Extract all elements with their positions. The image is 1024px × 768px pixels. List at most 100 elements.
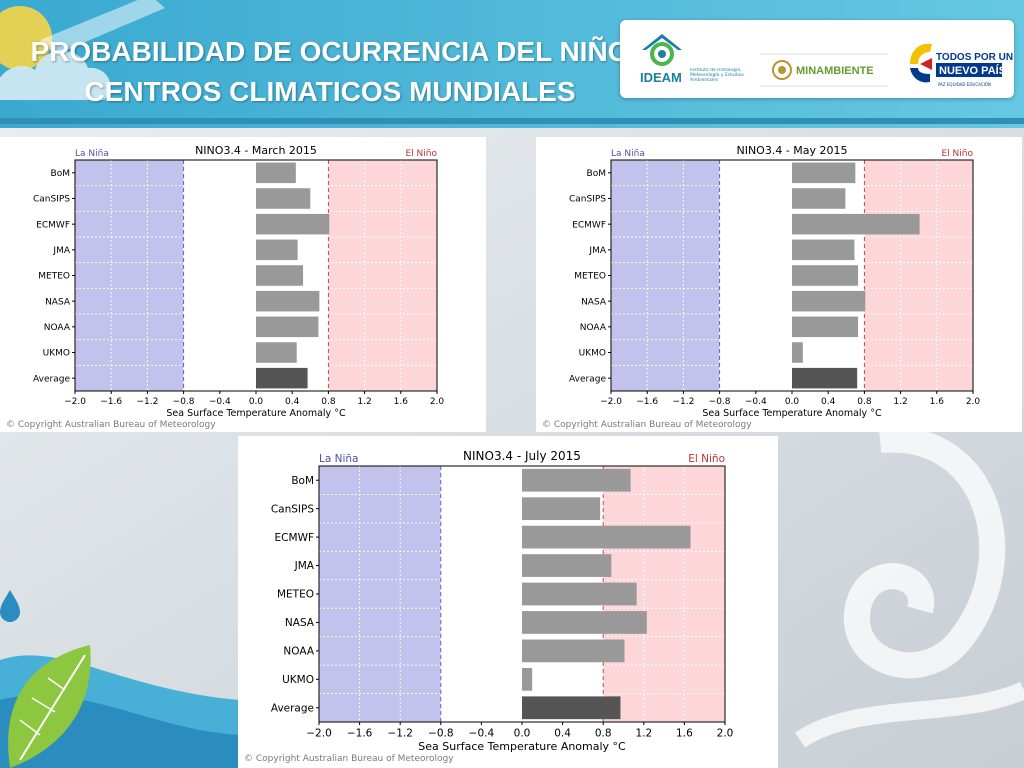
logos-bar: IDEAM Instituto de Hidrología, Meteorolo… <box>620 20 1014 98</box>
water-drop-icon <box>0 590 20 622</box>
model-bar <box>256 265 304 286</box>
x-tick-label: 0.8 <box>857 397 872 407</box>
model-bar <box>522 667 533 691</box>
model-bar <box>256 290 320 312</box>
category-label: Average <box>33 374 70 384</box>
x-tick-label: 1.6 <box>394 397 409 407</box>
chart-title: NINO3.4 - March 2015 <box>195 144 317 157</box>
category-label: METEO <box>277 589 314 601</box>
la-nina-region <box>319 466 441 722</box>
x-tick-label: −1.6 <box>100 397 122 407</box>
x-tick-label: 1.2 <box>635 728 652 740</box>
x-tick-label: 1.2 <box>357 397 371 407</box>
category-label: NOAA <box>283 646 314 658</box>
x-tick-label: −2.0 <box>306 728 332 740</box>
chart-march-2015: BoM CanSIPS ECMWF JMA METEO NASA NOAA UKMO Avera… <box>33 144 445 419</box>
x-tick-label: 2.0 <box>966 397 981 407</box>
chart-title: NINO3.4 - July 2015 <box>463 449 581 463</box>
category-label: JMA <box>52 246 70 256</box>
x-tick-label: 0.8 <box>321 397 336 407</box>
slide-title: PROBABILIDAD DE OCURRENCIA DEL NIÑO CENT… <box>20 32 640 112</box>
x-tick-label: −2.0 <box>64 397 86 407</box>
x-tick-label: −2.0 <box>600 397 622 407</box>
x-tick-label: 0.0 <box>785 397 800 407</box>
ideam-logo: IDEAM Instituto de Hidrología, Meteorolo… <box>640 34 744 85</box>
x-tick-label: 1.6 <box>930 397 945 407</box>
model-bar <box>792 342 803 363</box>
el-nino-region <box>328 160 437 391</box>
slide-title-line2: CENTROS CLIMATICOS MUNDIALES <box>84 76 576 107</box>
chart-panel-march: BoM CanSIPS ECMWF JMA METEO NASA NOAA UKMO Avera… <box>0 137 486 432</box>
x-tick-label: −0.4 <box>209 397 231 407</box>
model-bar <box>522 525 691 549</box>
model-bar <box>522 468 631 492</box>
x-tick-label: −1.2 <box>136 397 158 407</box>
el-nino-label: El Niño <box>688 453 725 465</box>
model-bar <box>256 188 311 209</box>
x-axis-label: Sea Surface Temperature Anomaly °C <box>702 408 882 419</box>
category-label: NOAA <box>44 323 71 333</box>
x-axis-label: Sea Surface Temperature Anomaly °C <box>166 408 346 419</box>
category-label: JMA <box>588 246 606 256</box>
x-tick-label: 0.4 <box>285 397 300 407</box>
chart-title: NINO3.4 - May 2015 <box>736 144 847 157</box>
leaf-decoration <box>0 645 240 768</box>
model-bar <box>522 639 625 663</box>
model-bar <box>256 342 297 363</box>
x-tick-label: −1.6 <box>347 728 373 740</box>
el-nino-region <box>864 160 973 391</box>
x-tick-label: −0.8 <box>173 397 195 407</box>
x-axis-label: Sea Surface Temperature Anomaly °C <box>418 740 626 753</box>
x-tick-label: 2.0 <box>430 397 445 407</box>
category-label: ECMWF <box>572 220 606 230</box>
category-label: Average <box>271 702 314 714</box>
weather-cloud-icon <box>0 0 165 100</box>
average-bar <box>522 696 621 720</box>
model-bar <box>792 316 859 338</box>
x-tick-label: −1.6 <box>636 397 658 407</box>
x-tick-label: 0.0 <box>514 728 531 740</box>
model-bar <box>522 611 647 634</box>
category-label: UKMO <box>579 349 606 359</box>
x-tick-label: −0.4 <box>469 728 495 740</box>
x-tick-label: −1.2 <box>387 728 413 740</box>
category-label: JMA <box>294 560 315 572</box>
la-nina-label: La Niña <box>319 453 358 465</box>
ideam-subtitle: Instituto de Hidrología, Meteorología y … <box>690 68 744 83</box>
copyright-july: © Copyright Australian Bureau of Meteoro… <box>244 754 454 764</box>
todos-por-un-nuevo-pais-logo: TODOS POR UN NUEVO PAÍS PAZ EQUIDAD EDUC… <box>910 43 1013 87</box>
chart-july-2015: BoM CanSIPS ECMWF JMA METEO NASA NOAA UKMO Avera… <box>271 449 734 753</box>
todos-line1: TODOS POR UN <box>936 52 1013 63</box>
x-tick-label: 0.8 <box>595 728 612 740</box>
x-tick-label: −0.8 <box>709 397 731 407</box>
model-bar <box>256 239 298 261</box>
x-tick-label: −0.8 <box>428 728 454 740</box>
x-tick-label: −1.2 <box>672 397 694 407</box>
category-label: NASA <box>581 297 607 307</box>
swirl-decoration <box>795 426 1024 748</box>
model-bar <box>792 213 920 235</box>
x-tick-label: −0.4 <box>745 397 767 407</box>
category-label: ECMWF <box>36 220 70 230</box>
category-label: ECMWF <box>275 532 314 544</box>
category-label: NOAA <box>580 323 607 333</box>
category-label: BoM <box>291 475 314 487</box>
copyright-may: © Copyright Australian Bureau of Meteoro… <box>542 420 752 430</box>
category-label: CanSIPS <box>569 195 606 205</box>
model-bar <box>792 290 866 312</box>
model-bar <box>522 582 637 606</box>
category-label: Average <box>569 374 606 384</box>
model-bar <box>792 188 846 209</box>
la-nina-label: La Niña <box>611 149 645 159</box>
slide-title-line1: PROBABILIDAD DE OCURRENCIA DEL NIÑO <box>30 36 630 67</box>
model-bar <box>256 162 296 184</box>
x-tick-label: 0.4 <box>554 728 571 740</box>
category-label: METEO <box>38 272 70 282</box>
x-tick-label: 2.0 <box>717 728 734 740</box>
la-nina-label: La Niña <box>75 149 109 159</box>
chart-panel-july: BoM CanSIPS ECMWF JMA METEO NASA NOAA UKMO Avera… <box>238 436 778 768</box>
el-nino-label: El Niño <box>942 149 974 159</box>
model-bar <box>256 316 319 338</box>
minambiente-label: MINAMBIENTE <box>796 65 874 77</box>
model-bar <box>522 497 601 521</box>
